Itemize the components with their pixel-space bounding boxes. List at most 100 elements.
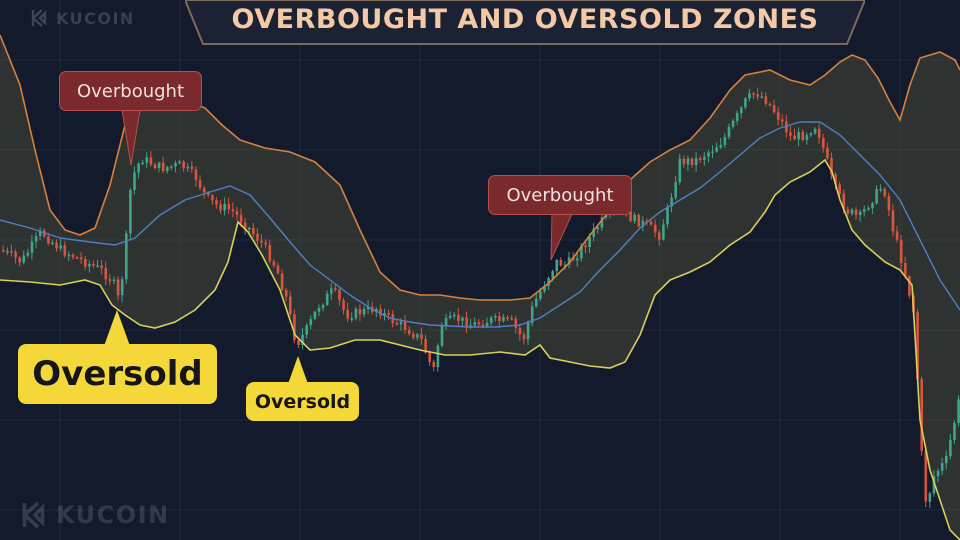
bullish-candle [863,209,866,212]
bullish-candle [957,399,960,423]
bearish-candle [830,158,833,175]
bearish-candle [822,138,825,148]
bullish-candle [502,317,505,322]
bullish-candle [563,264,567,267]
bullish-candle [936,470,940,477]
bullish-candle [686,158,690,165]
bearish-candle [584,245,587,248]
bearish-candle [428,352,431,362]
overbought-label-1: Overbought [59,71,202,111]
bullish-candle [875,189,878,204]
bullish-candle [731,120,735,127]
bearish-candle [55,242,58,249]
bearish-candle [227,204,231,210]
candles [2,87,960,508]
bearish-candle [772,105,776,113]
bullish-candle [178,161,181,164]
bearish-candle [264,242,267,245]
brand-name: KUCOIN [56,501,170,529]
bullish-candle [494,316,497,318]
bearish-candle [699,158,702,160]
bullish-candle [51,242,54,245]
bullish-candle [543,286,546,292]
bullish-candle [879,189,882,191]
bearish-candle [510,318,513,320]
bearish-candle [161,162,165,171]
callout-pointers [104,109,573,384]
bullish-candle [489,317,493,323]
bullish-candle [530,306,534,323]
bearish-candle [465,317,468,328]
bullish-candle [301,334,304,345]
bearish-candle [239,214,243,223]
bullish-candle [588,236,591,247]
bullish-candle [330,288,333,294]
bullish-candle [354,308,358,319]
bullish-candle [539,291,542,299]
bearish-candle [916,312,919,380]
bullish-candle [305,325,308,335]
bearish-candle [412,334,415,338]
bullish-candle [940,463,944,471]
bearish-candle [260,240,263,243]
brand-logo-bottom: KUCOIN [20,500,170,530]
bearish-candle [842,193,846,210]
bollinger-band-fill [0,35,960,540]
bearish-candle [92,264,95,266]
bearish-candle [153,164,157,169]
bullish-candle [223,204,226,211]
bullish-candle [473,322,477,326]
bullish-candle [526,322,530,340]
bearish-candle [477,322,481,325]
bullish-candle [133,172,136,190]
bullish-candle [96,265,99,267]
bullish-candle [170,166,173,168]
bullish-candle [141,162,144,165]
bullish-candle [444,317,448,327]
bearish-candle [346,309,349,319]
bearish-candle [522,334,526,340]
bullish-candle [59,245,62,249]
title-banner: OVERBOUGHT AND OVERSOLD ZONES [185,0,865,46]
bearish-candle [432,362,436,368]
bearish-candle [904,263,907,277]
bearish-candle [338,289,341,301]
bearish-candle [75,257,79,259]
bullish-candle [88,264,91,267]
bullish-candle [535,298,538,307]
bearish-candle [924,450,928,502]
bearish-candle [2,250,5,252]
oversold-label-2: Oversold [246,382,359,421]
bullish-candle [674,182,677,198]
bearish-candle [768,103,772,106]
bearish-candle [395,323,399,325]
brand-name: KUCOIN [56,8,135,28]
bearish-candle [690,158,694,165]
bullish-candle [715,147,718,152]
bullish-candle [145,157,149,163]
bearish-candle [817,128,821,138]
bullish-candle [366,306,370,310]
bearish-candle [63,245,67,256]
bullish-candle [6,251,9,253]
bearish-candle [645,220,649,223]
bullish-candle [735,113,739,121]
bearish-candle [908,276,911,296]
bearish-candle [297,340,300,345]
bullish-candle [580,245,583,259]
bullish-candle [662,224,665,240]
bearish-candle [752,93,755,95]
bullish-candle [670,197,673,207]
bearish-candle [838,184,841,194]
bullish-candle [34,236,38,242]
bearish-candle [358,308,362,315]
bullish-candle [67,254,71,257]
bullish-candle [703,156,706,160]
bullish-candle [678,158,682,183]
bearish-candle [514,318,518,328]
bearish-candle [268,244,272,262]
bullish-candle [448,315,452,318]
bullish-candle [416,334,419,338]
page-title: OVERBOUGHT AND OVERSOLD ZONES [231,4,819,35]
bearish-candle [682,158,686,165]
